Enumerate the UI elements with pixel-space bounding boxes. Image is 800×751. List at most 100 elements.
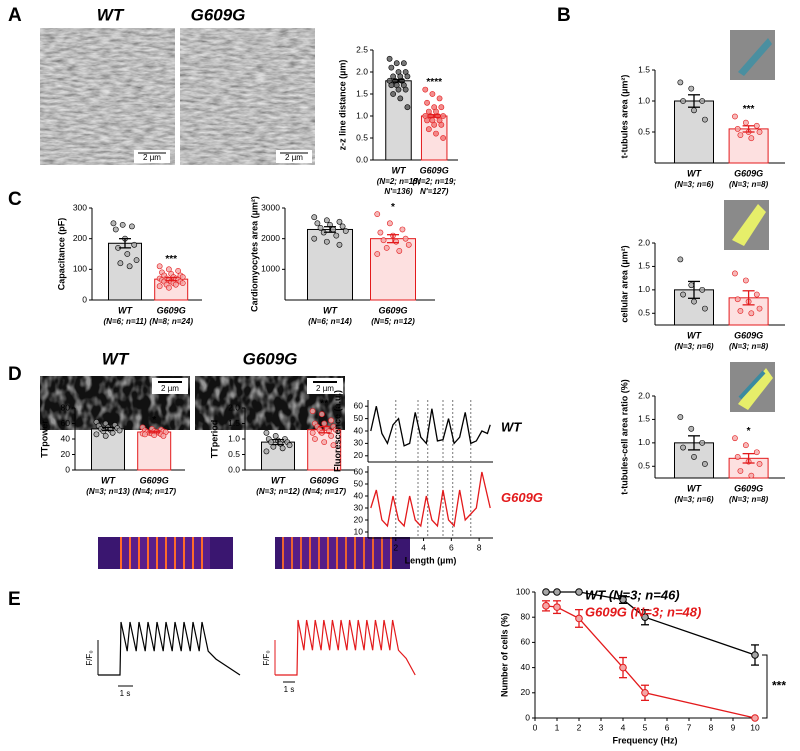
category-note: (N=3; n=13) [86,487,130,496]
x-tick-label: G609G [140,475,169,485]
render-shape [738,368,773,410]
y-tick-label: 0.5 [638,126,650,136]
trace-ylabel: F/F₀ [262,650,271,665]
micrograph [40,28,175,165]
y-tick-label: 1.0 [638,284,650,294]
data-point [619,595,627,604]
data-point [680,291,686,298]
category-note: (N=3; n=12) [256,487,300,496]
data-point [641,613,649,622]
y-tick-label: 2.0 [356,66,368,76]
data-point [116,427,123,434]
data-point [440,135,447,141]
x-tick-label: WT [687,330,702,340]
category-note: (N=3; n=8) [729,495,768,504]
data-point [742,442,749,449]
y-tick-label: 1.0 [638,437,650,447]
data-point [309,408,316,414]
data-point [691,454,697,460]
series-line [370,471,491,528]
data-point [677,414,684,420]
data-point [429,91,436,97]
data-point [388,64,395,71]
series-label: G609G [501,490,543,505]
bar [385,80,412,161]
category-note: (N=6; n=14) [308,317,352,326]
data-point [268,439,274,445]
data-point [156,263,163,270]
y-axis-label: Number of cells (%) [499,613,509,697]
data-point [436,95,443,102]
data-point [742,119,749,126]
data-point [93,431,100,438]
category-note: N'=136) [384,187,413,196]
panel-letter: D [8,364,22,385]
render-inset [730,30,775,80]
x-tick-label: G609G [734,330,763,340]
render-shape [738,38,772,76]
data-point [393,60,400,67]
data-point [748,310,755,317]
data-point [333,232,340,239]
category-note: (N=3; n=6) [674,342,713,351]
image-title: WT [97,5,125,24]
y-tick-label: 0 [525,712,530,722]
category-note: N'=127) [420,187,449,196]
data-point [737,308,744,314]
data-point [734,454,741,460]
y-tick-label: 40 [521,662,531,672]
y-tick-label: 2.0 [228,402,240,412]
x-tick-label: G609G [378,305,407,315]
data-point [699,286,706,293]
data-point [314,220,321,227]
data-point [404,104,411,111]
y-tick-label: 1.0 [638,95,650,105]
data-point [388,82,395,89]
data-point [748,472,755,479]
y-tick-label: 0.5 [638,461,650,471]
panel-letter: C [8,189,22,210]
data-point [680,444,686,451]
x-tick-label: G609G [420,165,449,175]
trace-time: 1 s [284,685,295,694]
render-shape [738,370,766,400]
y-axis-label: Capacitance (pF) [56,218,66,291]
y-tick-label: 100 [73,264,87,274]
category-note: (N=3; n=6) [674,180,713,189]
y-tick-label: 30 [354,502,364,512]
data-point [737,468,744,474]
legend-label: WT (N=3; n=46) [585,587,680,602]
data-point [542,588,550,596]
data-point [702,305,708,312]
bar [108,242,142,301]
x-tick-label: WT [271,475,286,485]
significance: *** [772,679,786,693]
y-tick-label: 20 [354,450,364,460]
data-point [393,238,400,245]
panel-letter: E [8,589,21,610]
bar [307,429,342,471]
data-point [688,85,695,92]
data-point [691,298,697,305]
y-axis-label: Cardiomyocytes area (µm²) [249,196,259,312]
data-point [374,211,381,218]
series-line [370,406,491,447]
data-point [311,214,318,221]
x-tick-label: 9 [731,722,736,732]
data-point [318,411,325,418]
data-point [172,281,179,288]
y-tick-label: 0.5 [356,132,368,142]
data-point [129,223,135,230]
image-title: G609G [243,349,298,368]
data-point [156,283,163,290]
data-point [117,260,124,267]
y-tick-label: 20 [521,687,531,697]
y-tick-label: 40 [61,433,71,443]
data-point [699,98,706,104]
x-tick-label: G609G [310,475,339,485]
data-point [328,417,335,424]
category-note: (N=4; n=17) [132,487,176,496]
category-note: (N=3; n=8) [729,342,768,351]
data-point [119,221,126,228]
data-point [734,125,741,132]
